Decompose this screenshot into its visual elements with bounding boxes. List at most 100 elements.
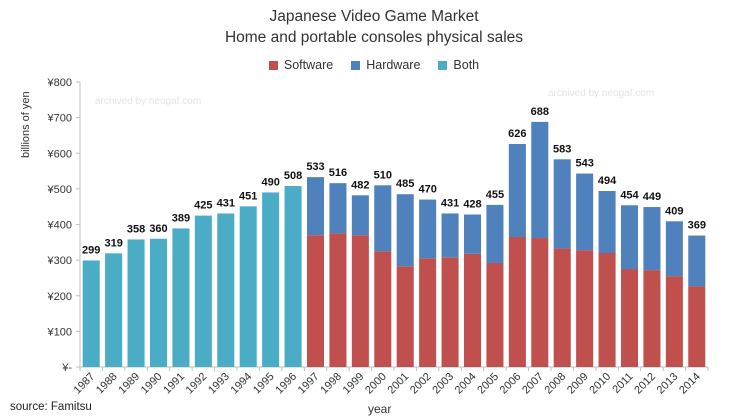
legend-item-software: Software <box>268 58 333 72</box>
x-tick-label-1994: 1994 <box>229 371 255 397</box>
bar-hardware-2003 <box>441 213 459 258</box>
bar-software-2004 <box>463 253 482 367</box>
bar-software-1997 <box>306 235 325 367</box>
x-tick-label-2005: 2005 <box>475 371 501 397</box>
data-label-2005: 455 <box>486 189 504 201</box>
data-label-2004: 428 <box>463 199 481 211</box>
y-tick-label: ¥500 <box>47 184 72 196</box>
bar-both-1992 <box>194 215 212 367</box>
bar-hardware-2011 <box>620 205 639 270</box>
x-axis-label: year <box>368 402 392 416</box>
bar-software-2012 <box>643 270 661 367</box>
data-label-2010: 494 <box>598 175 617 187</box>
x-tick-label-2000: 2000 <box>363 371 389 397</box>
bar-software-2009 <box>576 250 594 367</box>
bar-both-1989 <box>127 239 145 367</box>
watermark-left: archived by neogaf.com <box>95 96 202 107</box>
data-label-1997: 533 <box>306 161 324 173</box>
bar-both-1987 <box>82 260 100 367</box>
x-tick-label-2006: 2006 <box>498 371 524 397</box>
x-tick-label-2003: 2003 <box>430 371 456 397</box>
y-tick-label: ¥300 <box>47 255 72 267</box>
bar-software-2008 <box>553 248 571 367</box>
legend-label-both: Both <box>453 58 480 72</box>
bar-software-2005 <box>486 262 504 367</box>
data-label-1995: 490 <box>261 176 279 188</box>
data-label-1994: 451 <box>239 190 257 202</box>
x-tick-label-2008: 2008 <box>543 371 569 397</box>
x-tick-label-2007: 2007 <box>520 371 546 397</box>
bar-both-1988 <box>105 253 123 367</box>
y-tick-label: ¥600 <box>47 148 72 160</box>
bar-software-2006 <box>508 236 526 367</box>
bar-hardware-1999 <box>351 195 369 236</box>
data-label-2014: 369 <box>688 220 706 232</box>
data-label-1989: 358 <box>127 223 145 235</box>
data-label-2009: 543 <box>575 158 593 170</box>
bar-software-2000 <box>374 251 392 367</box>
data-label-1996: 508 <box>284 170 302 182</box>
data-label-1992: 425 <box>194 200 212 212</box>
legend-swatch-hardware <box>351 60 361 70</box>
y-tick-label: ¥- <box>61 362 72 374</box>
bar-hardware-2000 <box>374 185 392 252</box>
x-tick-label-2011: 2011 <box>610 371 635 396</box>
bar-software-2007 <box>531 238 549 367</box>
bar-software-2011 <box>620 269 639 367</box>
chart-title: Japanese Video Game Market <box>269 8 479 25</box>
data-label-1999: 482 <box>351 179 369 191</box>
chart-subtitle: Home and portable consoles physical sale… <box>224 29 524 46</box>
x-tick-label-1990: 1990 <box>139 371 165 397</box>
x-tick-label-2012: 2012 <box>632 371 658 397</box>
data-label-1991: 389 <box>172 212 190 224</box>
data-label-2013: 409 <box>665 205 683 217</box>
x-tick-label-1992: 1992 <box>184 371 210 397</box>
data-label-2007: 688 <box>531 106 549 118</box>
x-tick-label-1993: 1993 <box>206 371 232 397</box>
bar-hardware-2012 <box>643 207 661 271</box>
data-label-2001: 485 <box>396 178 414 190</box>
bar-hardware-2010 <box>598 191 616 253</box>
bar-software-2010 <box>598 253 616 367</box>
bar-both-1990 <box>149 238 168 367</box>
data-label-1990: 360 <box>149 223 167 235</box>
bar-software-2002 <box>419 258 437 367</box>
x-tick-label-2002: 2002 <box>408 371 434 397</box>
bar-both-1995 <box>262 192 280 367</box>
legend-item-both: Both <box>438 58 479 72</box>
data-label-2003: 431 <box>441 197 459 209</box>
bar-software-2013 <box>665 276 683 367</box>
chart-title-block: Japanese Video Game Market Home and port… <box>0 6 748 48</box>
data-label-2008: 583 <box>553 143 571 155</box>
data-label-1987: 299 <box>82 244 100 256</box>
x-tick-label-2013: 2013 <box>655 371 681 397</box>
data-label-1998: 516 <box>329 167 347 179</box>
x-tick-label-2014: 2014 <box>677 371 703 397</box>
bar-hardware-2014 <box>688 235 706 287</box>
bar-software-1998 <box>329 233 347 367</box>
legend-swatch-software <box>268 60 278 70</box>
bar-both-1994 <box>239 206 257 367</box>
y-tick-label: ¥800 <box>47 77 72 89</box>
bar-hardware-2009 <box>576 173 594 251</box>
x-tick-label-1989: 1989 <box>116 371 142 397</box>
data-label-1993: 431 <box>217 197 235 209</box>
bar-hardware-2013 <box>665 221 683 277</box>
bar-hardware-2006 <box>508 143 526 237</box>
y-tick-label: ¥700 <box>47 113 72 125</box>
data-label-2002: 470 <box>418 184 436 196</box>
x-tick-label-2010: 2010 <box>587 371 613 397</box>
x-tick-label-1998: 1998 <box>318 371 344 397</box>
x-tick-label-2001: 2001 <box>386 371 412 397</box>
bar-hardware-2008 <box>553 159 571 249</box>
y-tick-label: ¥200 <box>47 291 72 303</box>
bar-software-2014 <box>688 286 706 367</box>
data-label-2012: 449 <box>643 191 661 203</box>
source-note: source: Famitsu <box>10 401 92 413</box>
bar-hardware-2002 <box>419 199 437 259</box>
x-tick-label-1999: 1999 <box>341 371 367 397</box>
bar-hardware-1998 <box>329 183 347 234</box>
x-tick-label-1996: 1996 <box>273 371 299 397</box>
bar-hardware-2004 <box>463 214 482 254</box>
